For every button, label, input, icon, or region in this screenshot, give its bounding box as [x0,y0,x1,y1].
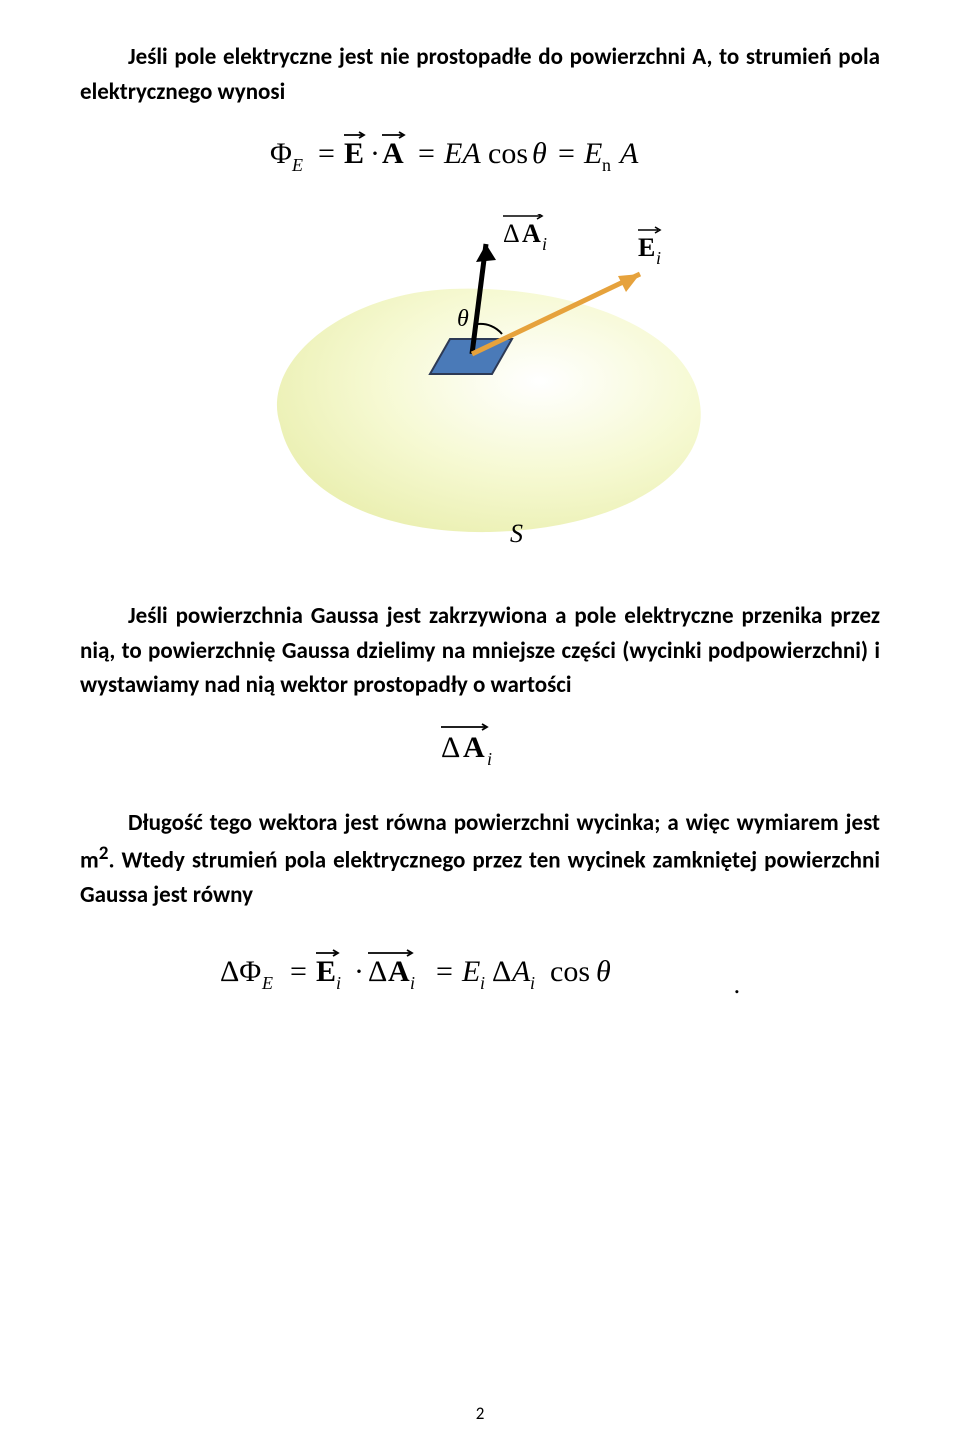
svg-text:E: E [261,973,273,993]
paragraph-3: Długość tego wektora jest równa powierzc… [80,806,880,913]
svg-text:A: A [463,731,485,764]
equation-3: ΔPhi_E = E_i · ΔA_i = E_i ΔA_i cosθ ΔΦ E… [80,943,880,1004]
svg-text:Φ: Φ [270,137,292,170]
equation-3-svg: ΔPhi_E = E_i · ΔA_i = E_i ΔA_i cosθ ΔΦ E… [220,943,700,999]
paragraph-2-text: Jeśli powierzchnia Gaussa jest zakrzywio… [80,602,880,699]
label-E: E i [638,227,661,268]
svg-text:i: i [487,749,492,769]
svg-text:=: = [558,137,575,170]
svg-text:Δ: Δ [368,955,387,988]
equation-2: ΔA_i Δ A i [80,721,880,776]
page-number: 2 [0,1403,960,1424]
document-page: Jeśli pole elektryczne jest nie prostopa… [0,0,960,1442]
svg-text:E: E [316,955,336,988]
svg-text:i: i [480,973,485,993]
svg-text:θ: θ [596,955,611,988]
svg-text:=: = [290,955,307,988]
svg-text:ΔΦ: ΔΦ [220,955,261,988]
equation-1: Phi_E = E·A = E A cosθ = E_n A Φ E = E ·… [80,127,880,184]
svg-text:E: E [461,955,480,988]
paragraph-1-text: Jeśli pole elektryczne jest nie prostopa… [80,43,880,106]
svg-text:i: i [410,973,415,993]
svg-text:i: i [530,973,535,993]
equation-2-svg: ΔA_i Δ A i [435,721,525,771]
svg-text:Δ: Δ [492,955,511,988]
svg-text:·: · [370,137,380,170]
label-dA: Δ A i [503,214,547,254]
svg-text:A: A [618,137,639,170]
svg-text:E: E [291,155,303,175]
theta-label: θ [457,306,469,332]
page-number-text: 2 [476,1403,485,1424]
svg-text:=: = [318,137,335,170]
svg-text:i: i [336,973,341,993]
paragraph-3-text-b: . Wtedy strumień pola elektrycznego prze… [80,847,880,910]
paragraph-1: Jeśli pole elektryczne jest nie prostopa… [80,40,880,109]
svg-text:E: E [638,233,655,262]
figure-1-svg: θ Δ A i E i S [220,214,740,554]
svg-text:θ: θ [532,137,547,170]
equation-3-period: . [734,970,741,999]
svg-text:Δ: Δ [441,731,460,764]
svg-text:i: i [656,248,661,268]
svg-text:cos: cos [488,137,528,170]
svg-text:Δ: Δ [503,219,520,248]
equation-1-svg: Phi_E = E·A = E A cosθ = E_n A Φ E = E ·… [270,127,690,179]
svg-text:A: A [510,955,531,988]
svg-text:E: E [583,137,602,170]
svg-text:=: = [436,955,453,988]
figure-1: θ Δ A i E i S [80,214,880,559]
svg-text:A: A [388,955,410,988]
svg-text:i: i [542,234,547,254]
paragraph-2: Jeśli powierzchnia Gaussa jest zakrzywio… [80,599,880,703]
svg-text:=: = [418,137,435,170]
label-S: S [510,519,523,548]
svg-text:A: A [382,137,404,170]
svg-text:cos: cos [550,955,590,988]
svg-text:EA: EA [443,137,481,170]
svg-text:E: E [344,137,364,170]
vector-dA-head [476,244,496,262]
paragraph-3-sup: 2 [99,842,109,865]
svg-text:·: · [354,955,364,988]
svg-text:n: n [602,155,611,175]
svg-text:A: A [522,219,541,248]
